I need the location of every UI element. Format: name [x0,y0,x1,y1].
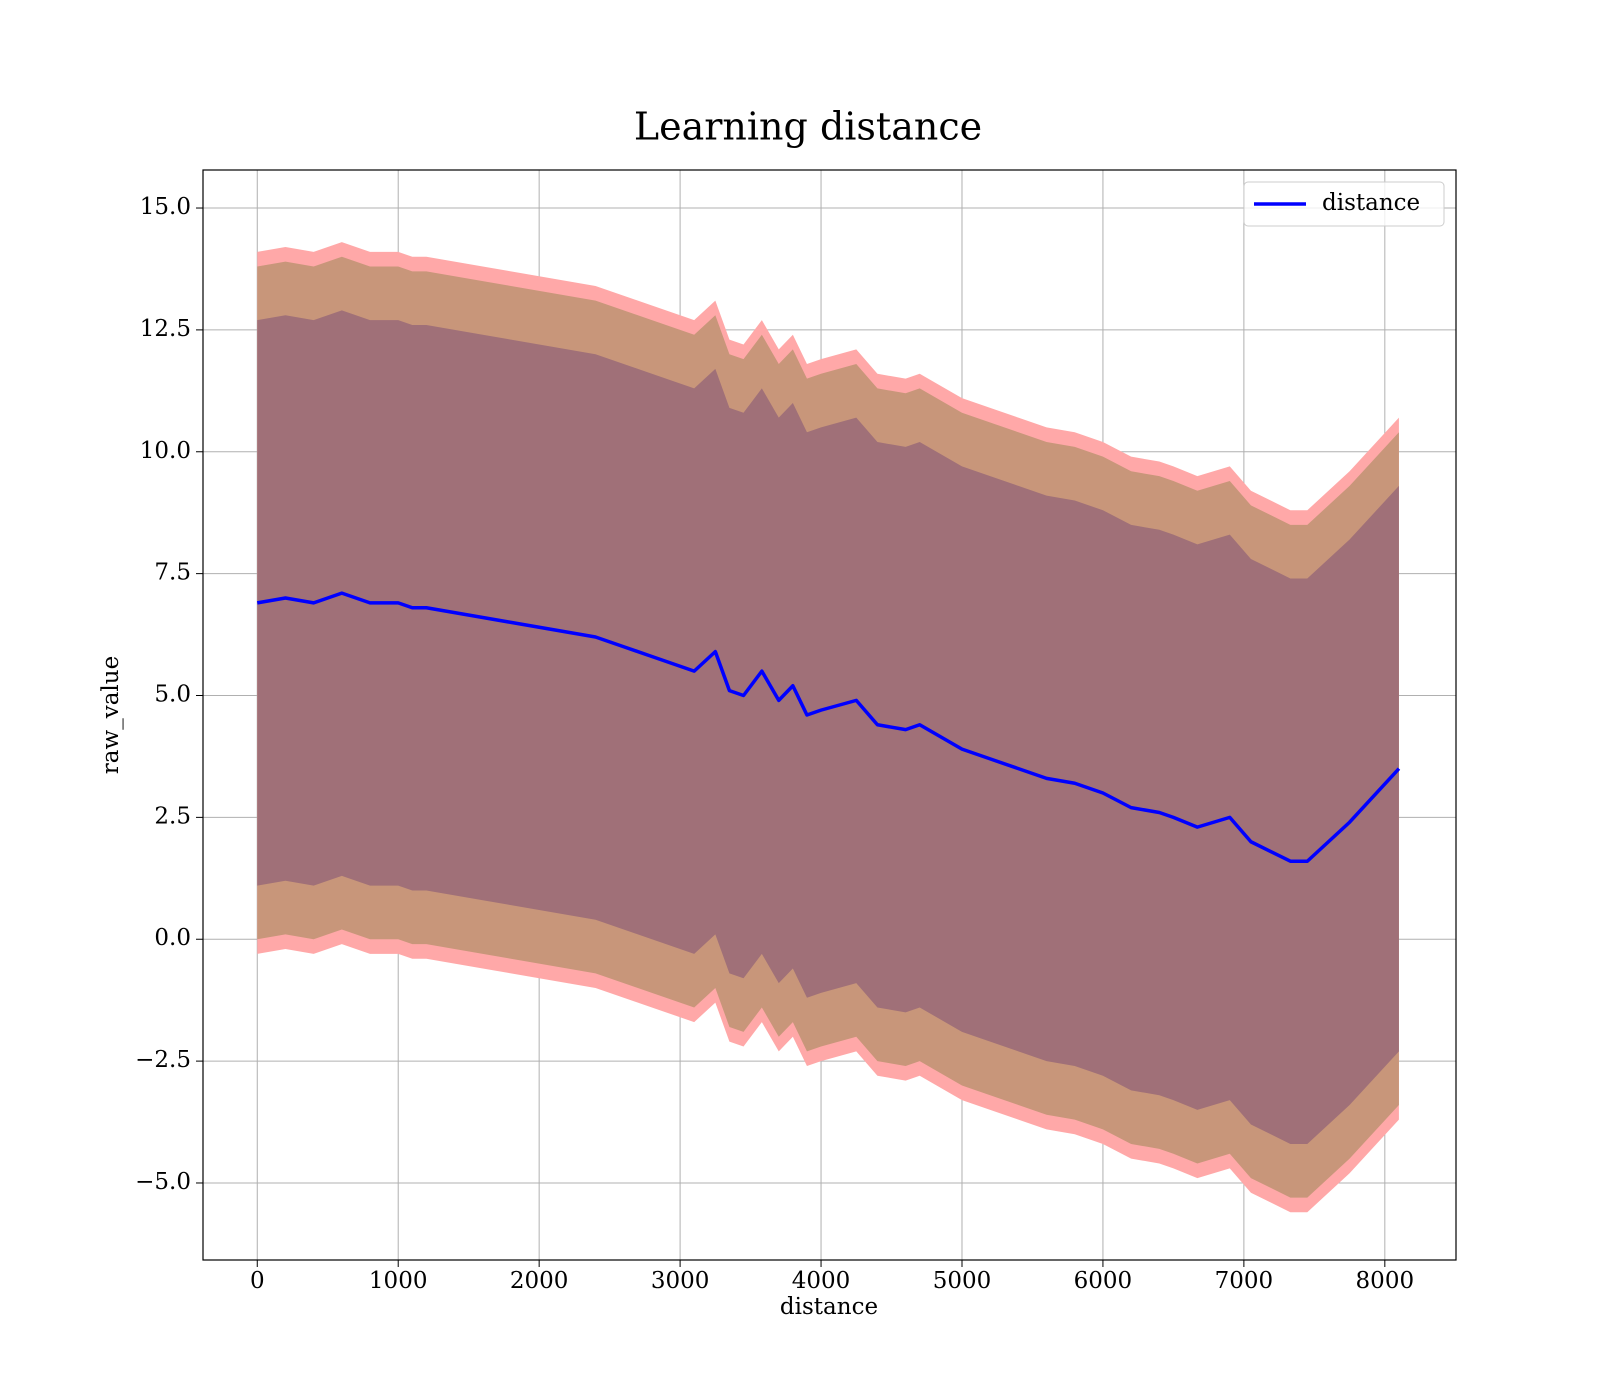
y-tick-label: −5.0 [135,1169,191,1195]
x-tick-label: 2000 [510,1268,569,1294]
x-axis-label: distance [780,1294,878,1320]
legend-box [1243,181,1445,227]
y-tick-label: 10.0 [140,438,191,464]
y-tick-label: 7.5 [154,560,191,586]
y-tick-label: 0.0 [154,925,191,951]
y-tick-label: 12.5 [140,316,191,342]
x-tick-label: 3000 [651,1268,710,1294]
x-tick-label: 7000 [1215,1268,1274,1294]
line [256,591,1401,863]
y-axis-label: raw_value [98,656,124,774]
legend-label: distance [1322,190,1420,216]
y-tick-label: 2.5 [154,803,191,829]
band [257,310,1399,1144]
x-tick-label: 4000 [792,1268,851,1294]
x-tick-label: 6000 [1074,1268,1133,1294]
x-tick-label: 8000 [1356,1268,1415,1294]
y-tick-label: 15.0 [140,194,191,220]
y-tick-label: −2.5 [135,1047,191,1073]
x-tick-label: 5000 [933,1268,992,1294]
chart-title: Learning distance [634,105,982,149]
plot-frame [202,169,1457,1261]
x-tick-label: 1000 [369,1268,428,1294]
x-tick-label: 0 [250,1268,265,1294]
y-tick-label: 5.0 [154,682,191,708]
